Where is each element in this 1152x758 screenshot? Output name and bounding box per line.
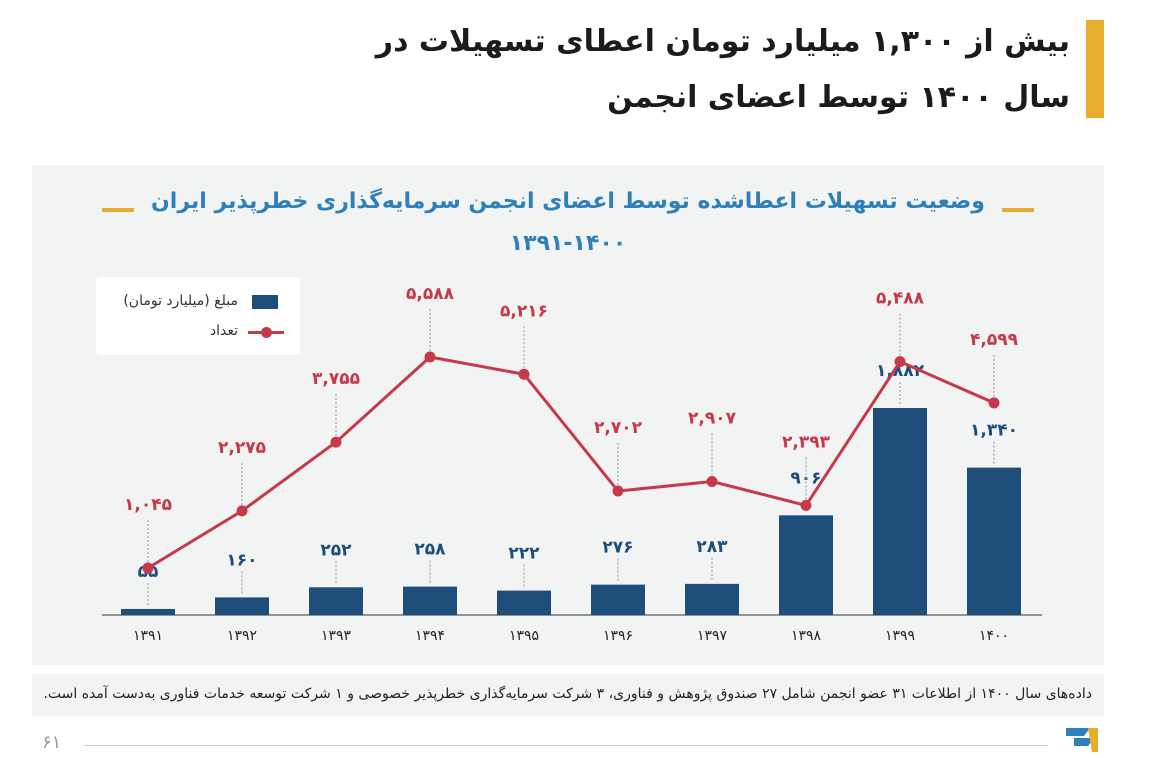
bar-9 xyxy=(873,407,927,615)
bar-value-label-10: ۱,۳۴۰ xyxy=(970,421,1018,441)
line-point-3 xyxy=(330,436,342,448)
line-value-label-10: ۴,۵۹۹ xyxy=(970,330,1019,350)
bar-value-label-3: ۲۵۲ xyxy=(320,540,352,560)
line-point-8 xyxy=(800,499,812,511)
line-value-label-3: ۳,۷۵۵ xyxy=(312,369,360,389)
page-title: بیش از ۱,۳۰۰ میلیارد تومان اعطای تسهیلات… xyxy=(250,14,1070,126)
title-dash-left xyxy=(102,208,134,212)
line-value-label-8: ۲,۳۹۳ xyxy=(782,432,831,452)
legend-swatch-dot xyxy=(261,327,272,338)
bar-7 xyxy=(685,583,739,615)
line-value-label-5: ۵,۲۱۶ xyxy=(500,301,548,321)
footnote-box: داده‌های سال ۱۴۰۰ از اطلاعات ۳۱ عضو انجم… xyxy=(32,674,1104,716)
page-title-line-2: سال ۱۴۰۰ توسط اعضای انجمن xyxy=(607,80,1070,115)
bar-1 xyxy=(121,608,175,615)
line-value-label-1: ۱,۰۴۵ xyxy=(124,495,172,515)
x-tick-label-10: ۱۴۰۰ xyxy=(979,628,1009,644)
bar-4 xyxy=(403,586,457,615)
x-tick-label-6: ۱۳۹۶ xyxy=(603,628,633,644)
line-value-label-2: ۲,۲۷۵ xyxy=(218,438,266,458)
title-dash-right xyxy=(1002,208,1034,212)
line-point-10 xyxy=(988,397,1000,409)
x-tick-label-5: ۱۳۹۵ xyxy=(509,628,539,644)
line-value-label-7: ۲,۹۰۷ xyxy=(688,409,737,429)
title-accent-bar xyxy=(1086,20,1104,118)
bar-5 xyxy=(497,590,551,615)
line-point-5 xyxy=(518,368,530,380)
chart-legend: مبلغ (میلیارد تومان) تعداد xyxy=(96,277,300,355)
bar-value-label-5: ۲۲۲ xyxy=(508,544,540,564)
footer-divider xyxy=(84,745,1048,746)
page-number: ۶۱ xyxy=(42,732,62,753)
legend-item-amount: مبلغ (میلیارد تومان) xyxy=(106,291,290,313)
line-point-4 xyxy=(424,351,436,363)
line-point-9 xyxy=(894,356,906,368)
bar-value-label-7: ۲۸۳ xyxy=(696,537,728,557)
line-point-6 xyxy=(612,485,624,497)
bar-value-label-2: ۱۶۰ xyxy=(226,550,257,570)
legend-label-amount: مبلغ (میلیارد تومان) xyxy=(123,293,238,309)
legend-label-count: تعداد xyxy=(209,323,238,339)
chart-svg: ۵۵۱۳۹۱۱۶۰۱۳۹۲۲۵۲۱۳۹۳۲۵۸۱۳۹۴۲۲۲۱۳۹۵۲۷۶۱۳۹… xyxy=(102,284,1042,644)
line-value-label-9: ۵,۴۸۸ xyxy=(876,289,925,309)
line-point-2 xyxy=(236,505,248,517)
x-tick-label-1: ۱۳۹۱ xyxy=(133,628,163,644)
x-tick-label-9: ۱۳۹۹ xyxy=(885,628,915,644)
page-title-line-1: بیش از ۱,۳۰۰ میلیارد تومان اعطای تسهیلات… xyxy=(375,24,1070,59)
line-point-7 xyxy=(706,476,718,488)
bar-8 xyxy=(779,515,833,615)
line-point-1 xyxy=(142,562,154,574)
line-value-label-4: ۵,۵۸۸ xyxy=(406,284,455,304)
x-tick-label-7: ۱۳۹۷ xyxy=(697,628,728,644)
legend-item-count: تعداد xyxy=(106,321,290,343)
bar-value-label-4: ۲۵۸ xyxy=(414,540,446,560)
legend-swatch-bar xyxy=(252,295,278,309)
x-tick-label-8: ۱۳۹۸ xyxy=(791,628,822,644)
footnote-text: داده‌های سال ۱۴۰۰ از اطلاعات ۳۱ عضو انجم… xyxy=(43,686,1092,702)
chart-panel: وضعیت تسهیلات اعطاشده توسط اعضای انجمن س… xyxy=(32,165,1104,665)
bar-10 xyxy=(967,467,1021,615)
bar-value-label-6: ۲۷۶ xyxy=(602,538,633,558)
x-tick-label-2: ۱۳۹۲ xyxy=(227,628,257,644)
brand-logo-icon xyxy=(1066,728,1098,752)
x-tick-label-4: ۱۳۹۴ xyxy=(415,628,445,644)
bar-2 xyxy=(215,597,269,615)
bar-3 xyxy=(309,587,363,615)
bar-6 xyxy=(591,584,645,615)
chart-subtitle: ۱۳۹۱-۱۴۰۰ xyxy=(509,231,627,256)
x-tick-label-3: ۱۳۹۳ xyxy=(321,628,352,644)
chart-title: وضعیت تسهیلات اعطاشده توسط اعضای انجمن س… xyxy=(151,189,985,214)
count-series-line xyxy=(147,355,995,570)
line-value-label-6: ۲,۷۰۲ xyxy=(594,418,643,438)
